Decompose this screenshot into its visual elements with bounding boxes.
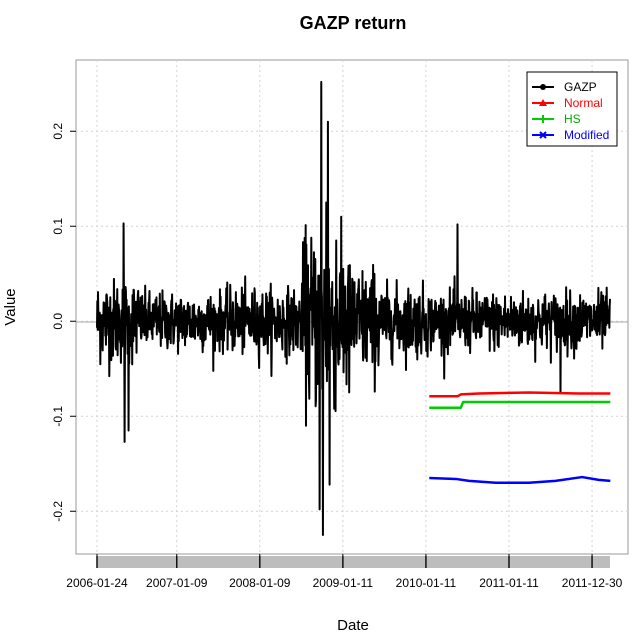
chart-title: GAZP return (300, 13, 407, 33)
x-axis: 2006-01-24 2007-01-09 2008-01-09 2009-01-11… (66, 554, 623, 590)
series-line-normal (429, 391, 611, 398)
x-tick-label: 2008-01-09 (229, 576, 291, 590)
y-tick-label: 0.1 (51, 218, 65, 235)
series-line-modified (429, 475, 611, 484)
legend-marker-circle (540, 84, 546, 90)
legend-item-modified: Modified (532, 128, 609, 142)
x-tick-label: 2010-01-11 (396, 576, 457, 590)
legend-item-hs: HS (532, 112, 581, 126)
y-axis: -0.2 -0.1 0.0 0.1 0.2 (51, 123, 76, 522)
legend-marker-triangle (539, 99, 547, 106)
series-gazp (96, 80, 611, 536)
x-tick-label: 2007-01-09 (146, 576, 208, 590)
series-line-gazp (96, 80, 611, 536)
x-tick-label: 2009-01-11 (313, 576, 374, 590)
legend-marker-plus (539, 115, 547, 123)
legend: GAZP Normal HS Modified (526, 71, 618, 147)
series-line-hs (429, 400, 611, 409)
x-tick-label: 2011-12-30 (562, 576, 623, 590)
legend-item-normal: Normal (532, 96, 603, 110)
series-modified (429, 475, 611, 484)
x-tick-label: 2011-01-11 (479, 576, 539, 590)
x-tick-label: 2006-01-24 (66, 576, 128, 590)
y-tick-label: 0.2 (51, 123, 65, 140)
legend-label: Modified (564, 128, 609, 142)
series-hs (429, 400, 611, 409)
y-tick-label: -0.2 (51, 501, 65, 522)
series-normal (429, 391, 611, 398)
legend-label: Normal (564, 96, 603, 110)
date-rug-band (97, 556, 610, 568)
legend-item-gazp: GAZP (532, 80, 597, 94)
y-axis-label: Value (2, 288, 19, 325)
y-tick-label: -0.1 (51, 406, 65, 427)
x-axis-label: Date (337, 617, 369, 634)
date-rug (96, 556, 610, 568)
legend-marker-x (539, 131, 547, 139)
series-layer (96, 80, 611, 536)
y-tick-label: 0.0 (51, 313, 65, 330)
legend-label: HS (564, 112, 581, 126)
legend-label: GAZP (564, 80, 597, 94)
